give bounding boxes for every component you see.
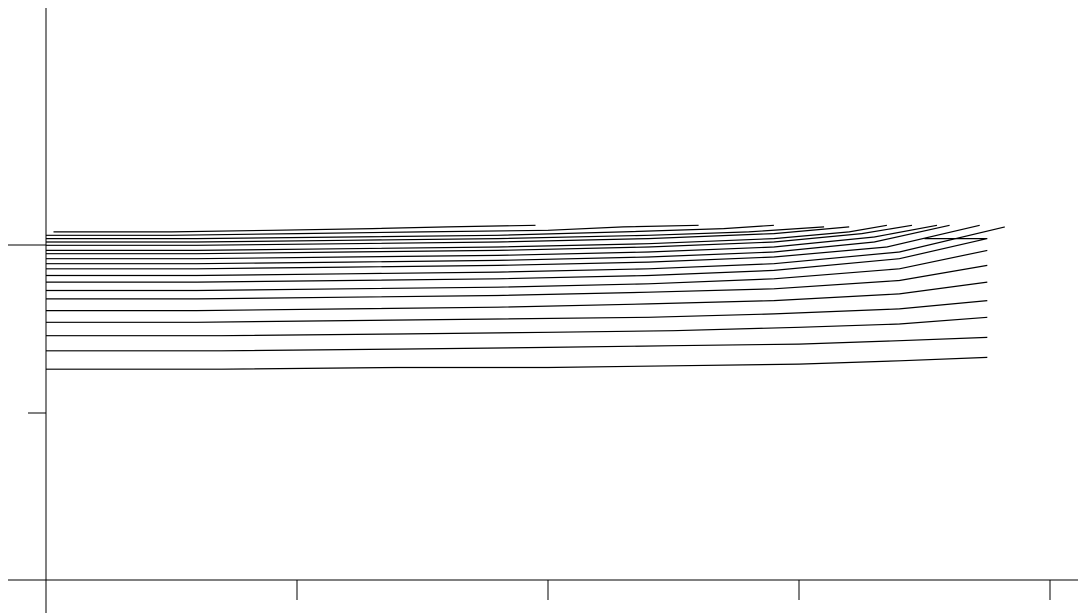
series-line-8 <box>46 224 938 260</box>
series-line-12 <box>46 238 988 283</box>
series-line-14 <box>46 264 988 300</box>
series-line-17 <box>46 316 988 337</box>
series-line-1 <box>53 224 536 233</box>
series-line-6 <box>46 224 888 251</box>
series-line-13 <box>46 249 988 292</box>
series-line-9 <box>46 224 950 265</box>
series-line-10 <box>46 224 980 270</box>
series-line-4 <box>46 226 825 243</box>
series-line-18 <box>46 336 988 352</box>
series-line-16 <box>46 300 988 323</box>
series-line-19 <box>46 356 988 370</box>
series-line-7 <box>46 224 913 255</box>
series-line-2 <box>46 224 699 236</box>
axes-group <box>8 8 1078 613</box>
series-line-5 <box>46 226 850 246</box>
series-group <box>46 224 1005 370</box>
series-line-11 <box>46 226 1005 277</box>
series-line-15 <box>46 281 988 312</box>
series-line-3 <box>46 224 774 240</box>
